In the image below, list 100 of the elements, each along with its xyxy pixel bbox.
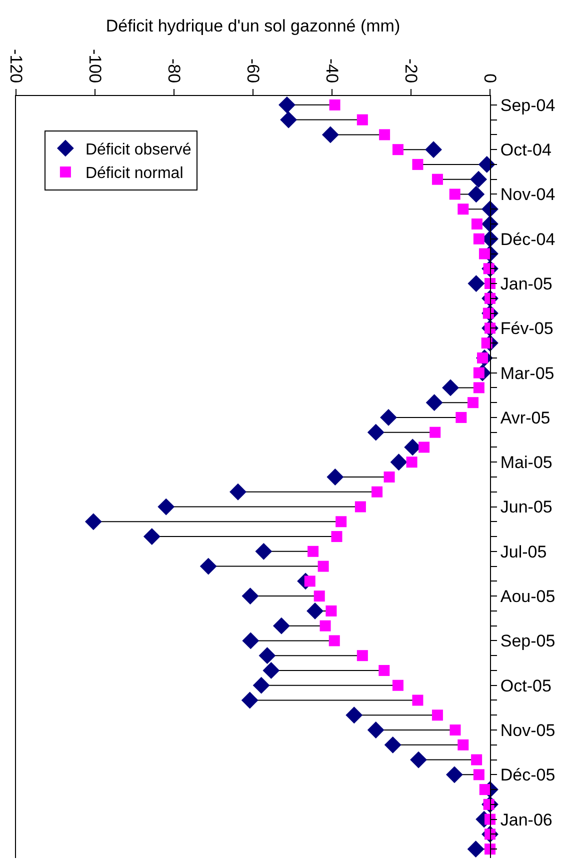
point (322, 126, 339, 144)
point (432, 710, 443, 721)
point (468, 397, 479, 408)
point (470, 170, 487, 188)
point (230, 483, 246, 500)
point (446, 766, 463, 784)
point (418, 442, 430, 453)
point (392, 680, 404, 691)
x-tick-label: -100 (85, 49, 104, 84)
point (158, 498, 175, 516)
y-tick-label: Avr-05 (500, 408, 550, 428)
point (384, 472, 395, 482)
y-tick-label: Jan-06 (500, 810, 552, 830)
y-tick-label: Nov-04 (500, 185, 556, 204)
point (392, 144, 404, 156)
point (458, 739, 469, 750)
point (450, 724, 461, 736)
point (468, 275, 485, 292)
y-tick-label: Jun-05 (500, 498, 552, 517)
point (328, 635, 340, 646)
x-tick-label: -120 (6, 49, 26, 84)
point (380, 409, 397, 426)
point (356, 114, 368, 126)
point (473, 233, 484, 244)
point (442, 379, 459, 396)
y-tick-label: Sep-04 (500, 96, 556, 115)
point (242, 588, 259, 605)
point (430, 426, 441, 438)
x-tick-label: -60 (243, 58, 262, 84)
y-tick-label: Oct-05 (500, 676, 552, 696)
point (410, 751, 427, 768)
point (473, 382, 484, 394)
point (320, 620, 331, 632)
x-tick-label: -20 (401, 58, 420, 84)
point (390, 454, 408, 471)
x-tick-label: 0 (480, 74, 500, 84)
y-tick-label: Déc-04 (500, 230, 556, 249)
point (473, 769, 484, 780)
point (468, 186, 485, 203)
y-tick-label: Fév-05 (500, 319, 554, 338)
y-tick-label: Déc-05 (500, 766, 556, 785)
point (306, 602, 324, 620)
y-tick-label: Jul-05 (500, 542, 547, 562)
point (278, 96, 296, 114)
point (326, 468, 344, 486)
legend-label: Déficit normal (85, 165, 184, 182)
point (326, 605, 337, 616)
point (458, 204, 469, 215)
point (449, 188, 460, 200)
point (367, 424, 384, 441)
legend-label: Déficit observé (85, 141, 192, 158)
point (356, 650, 368, 662)
point (471, 218, 482, 230)
point (314, 590, 325, 602)
point (426, 394, 443, 412)
x-axis-title: Déficit hydrique d'un sol gazonné (mm) (106, 16, 400, 36)
point (412, 694, 424, 706)
point (241, 692, 258, 709)
y-tick-label: Nov-05 (500, 720, 556, 740)
point (318, 560, 329, 572)
point (255, 542, 272, 560)
point (84, 513, 102, 530)
point (471, 754, 482, 766)
point (378, 664, 390, 676)
point (346, 706, 363, 724)
point (143, 528, 160, 545)
point (367, 722, 384, 738)
point (329, 99, 340, 110)
y-tick-label: Aou-05 (500, 587, 556, 606)
y-tick-label: Sep-05 (500, 632, 556, 651)
point (425, 141, 442, 158)
point (262, 662, 280, 679)
y-tick-label: Jan-05 (500, 274, 552, 294)
point (252, 676, 270, 694)
x-tick-label: -80 (164, 58, 184, 84)
x-tick-label: -40 (322, 58, 342, 84)
point (200, 558, 217, 575)
point (308, 546, 319, 557)
point (372, 486, 383, 498)
point (412, 158, 424, 170)
point (379, 129, 390, 140)
point (304, 576, 316, 587)
point (336, 516, 347, 528)
point (479, 784, 490, 796)
point (478, 248, 490, 260)
point (406, 456, 418, 468)
point (331, 531, 342, 542)
point (242, 632, 260, 650)
point (432, 174, 443, 185)
point (478, 156, 496, 173)
y-tick-label: Mar-05 (500, 364, 554, 383)
point (473, 367, 484, 378)
point (467, 840, 484, 858)
y-tick-label: Mai-05 (500, 453, 552, 472)
point (456, 412, 467, 423)
point (258, 647, 276, 664)
point (280, 111, 297, 128)
y-tick-label: Oct-04 (500, 140, 552, 160)
point (272, 617, 290, 634)
point (354, 501, 366, 512)
